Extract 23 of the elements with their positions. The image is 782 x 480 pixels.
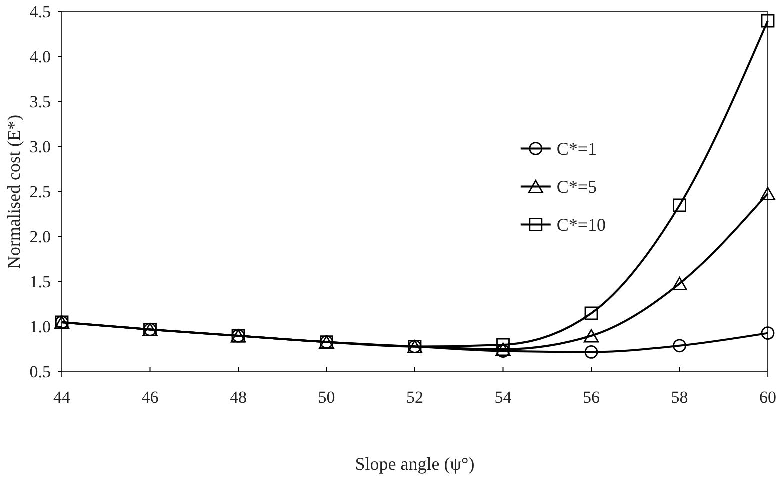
x-tick-label: 44 [54,388,71,408]
x-tick-label: 56 [583,388,600,408]
x-tick-label: 46 [142,388,159,408]
x-axis-title: Slope angle (ψ°) [355,454,475,474]
y-tick-label: 3.5 [30,92,51,112]
y-tick-label: 4.0 [30,47,51,66]
legend-label: C*=10 [556,214,606,235]
y-tick-label: 2.0 [30,227,51,246]
x-tick-label: 58 [671,388,688,408]
x-tick-label: 48 [230,388,247,408]
y-tick-label: 1.0 [30,317,51,336]
y-tick-label: 2.5 [30,182,51,202]
legend-label: C*=5 [556,176,598,197]
y-axis-title: Normalised cost (E*) [4,115,24,269]
y-tick-label: 0.5 [30,362,51,382]
x-tick-label: 60 [760,388,776,408]
x-tick-label: 50 [318,388,336,408]
y-tick-label: 4.5 [30,2,51,22]
y-tick-label: 1.5 [30,272,51,292]
y-tick-label: 3.0 [30,137,51,156]
x-tick-label: 54 [494,388,512,408]
legend-label: C*=1 [556,138,598,159]
x-tick-label: 52 [406,388,424,408]
